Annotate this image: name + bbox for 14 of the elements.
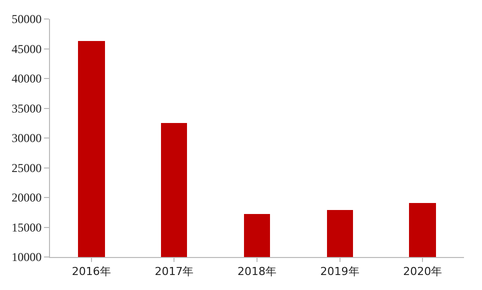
x-tick-label: 2017年 <box>154 265 194 278</box>
x-tick-label: 2020年 <box>403 265 442 278</box>
y-tick-label: 35000 <box>12 101 42 116</box>
y-tick-label: 20000 <box>12 190 42 205</box>
x-tick-label: 2019年 <box>320 265 360 278</box>
y-tick-label: 25000 <box>12 160 42 175</box>
y-tick-label: 15000 <box>12 220 42 234</box>
x-tick-label: 2018年 <box>238 265 276 278</box>
y-tick-label: 50000 <box>12 12 42 26</box>
y-tick-label: 30000 <box>12 131 42 146</box>
y-tick-label: 45000 <box>12 42 42 56</box>
y-tick-label: 40000 <box>12 72 42 86</box>
x-tick-label: 2016年 <box>72 265 111 278</box>
y-tick-label: 10000 <box>12 250 42 264</box>
